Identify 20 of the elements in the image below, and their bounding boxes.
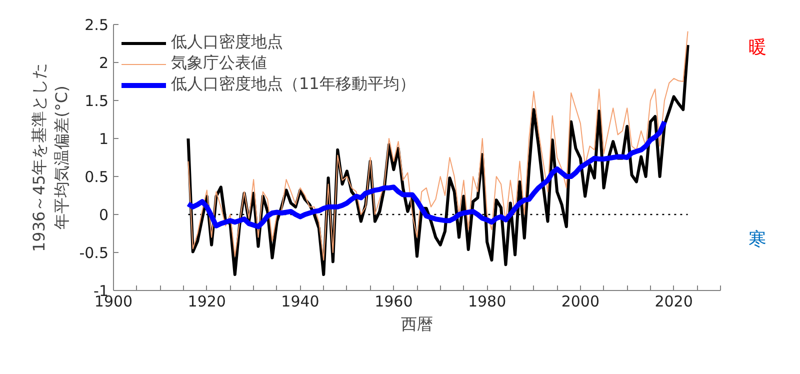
y-tick-label: 2.5 [84,16,109,34]
x-tick-label: 1960 [374,292,413,310]
y-tick-label: 0.5 [84,168,109,186]
y-tick-label: 1 [98,130,109,148]
text: 暖 [748,36,766,58]
x-axis-title: 西暦 [401,314,433,334]
text: 寒 [748,228,766,250]
legend-label: 低人口密度地点 [171,32,283,53]
x-tick-label: 1920 [188,292,226,310]
x-tick-label: 2020 [654,292,693,310]
y-tick-label: 0 [98,206,109,224]
legend-label: 気象庁公表値 [171,53,267,74]
y-tick-label: 1.5 [84,92,109,110]
x-tick-label: 1980 [468,292,506,310]
y-tick-label: -0.5 [79,244,109,262]
y-axis-title: 1936～45年を基準とした年平均気温偏差(°C) [29,62,72,252]
x-tick-label: 2000 [561,292,600,310]
y-tick-label: 2 [98,54,109,72]
legend-label: 低人口密度地点（11年移動平均） [171,74,416,95]
x-tick-label: 1940 [281,292,320,310]
